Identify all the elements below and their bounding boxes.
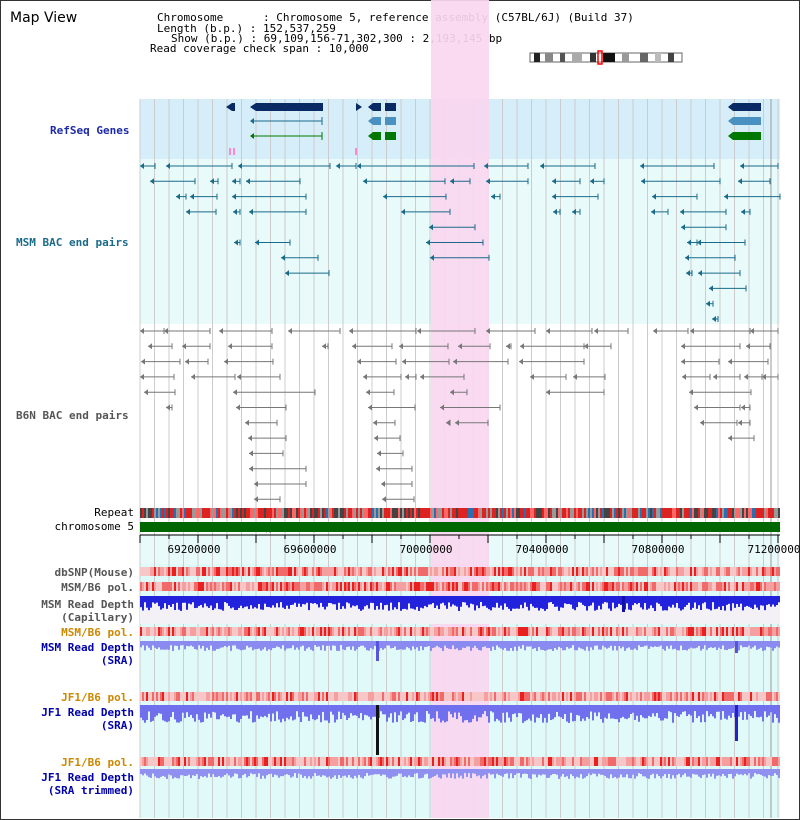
label-msm-depth-capillary-sub: (Capillary) [61, 611, 134, 624]
label-msm-b6-pol[interactable]: MSM/B6 pol. [61, 581, 134, 594]
axis-tick-label: 70400000 [516, 543, 569, 556]
label-msm-depth-sra[interactable]: MSM Read Depth [41, 641, 134, 654]
label-msm-depth-capillary[interactable]: MSM Read Depth [41, 598, 134, 611]
polymorphism-tracks [140, 567, 780, 766]
axis-tick-label: 70000000 [400, 543, 453, 556]
label-msm-depth-sra-sub: (SRA) [100, 654, 134, 667]
chromosome-ideogram [529, 50, 683, 65]
label-jf1-b6-pol-2[interactable]: JF1/B6 pol. [61, 756, 134, 769]
label-refseq-genes[interactable]: RefSeq Genes [50, 124, 130, 137]
axis-tick-label: 71200000 [748, 543, 800, 556]
label-b6n-bac[interactable]: B6N BAC end pairs [16, 409, 129, 422]
label-jf1-b6-pol[interactable]: JF1/B6 pol. [61, 691, 134, 704]
refseq-genes [226, 103, 761, 155]
label-msm-b6-pol-sra[interactable]: MSM/B6 pol. [61, 626, 134, 639]
info-length: Length (b.p.) : 152,537,259 [157, 22, 336, 35]
b6n-bac-pairs [140, 328, 779, 533]
label-dbsnp[interactable]: dbSNP(Mouse) [54, 566, 134, 579]
msm-bac-pairs [140, 163, 781, 322]
label-jf1-depth-sra[interactable]: JF1 Read Depth [41, 706, 134, 719]
axis-tick-label: 70800000 [632, 543, 685, 556]
label-chromosome: chromosome 5 [54, 520, 134, 533]
label-msm-bac[interactable]: MSM BAC end pairs [16, 236, 129, 249]
chromosome-bar [140, 522, 780, 532]
selection-highlight [431, 0, 489, 818]
axis-tick-label: 69200000 [168, 543, 221, 556]
read-depth-tracks [140, 596, 780, 779]
axis-tick-label: 69600000 [284, 543, 337, 556]
page-title: Map View [10, 10, 78, 26]
repeat-track [140, 508, 780, 518]
position-axis: 69200000 69600000 70000000 70400000 70800000… [139, 534, 800, 556]
label-jf1-depth-trimmed[interactable]: JF1 Read Depth [41, 771, 134, 784]
label-repeat: Repeat [94, 506, 134, 519]
label-jf1-depth-sra-sub: (SRA) [100, 719, 134, 732]
label-jf1-depth-trimmed-sub: (SRA trimmed) [47, 784, 134, 797]
info-coverage: Read coverage check span : 10,000 [150, 42, 369, 55]
